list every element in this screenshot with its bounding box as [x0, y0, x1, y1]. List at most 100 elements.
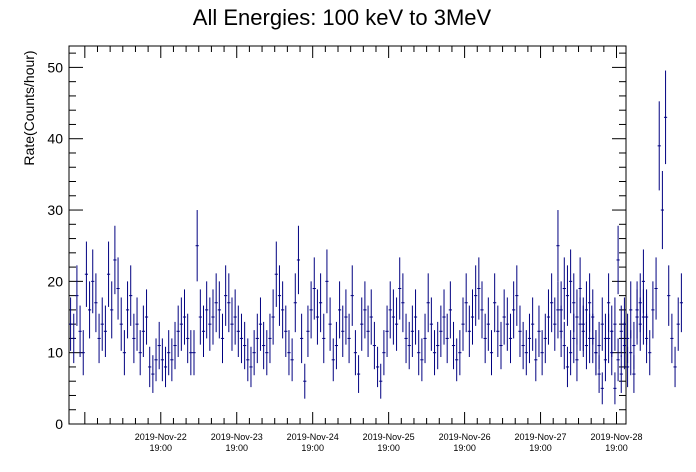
data-point	[179, 297, 183, 351]
x-tick-label-date: 2019-Nov-23	[211, 432, 263, 442]
data-point	[439, 305, 443, 357]
data-point	[157, 321, 161, 370]
data-point	[72, 313, 76, 364]
data-point	[461, 297, 465, 351]
data-point	[113, 225, 117, 295]
data-point	[464, 273, 468, 333]
data-point	[116, 257, 120, 320]
data-point	[363, 281, 367, 339]
data-point	[445, 313, 449, 364]
data-point	[391, 289, 395, 345]
data-point	[660, 170, 664, 250]
data-point	[521, 321, 525, 370]
plot-frame	[68, 45, 627, 425]
data-point	[100, 297, 104, 351]
data-point	[224, 265, 228, 326]
data-point	[467, 305, 471, 357]
data-point	[622, 297, 626, 351]
data-point	[189, 330, 193, 376]
data-point	[258, 297, 263, 351]
data-point	[667, 265, 671, 326]
data-point	[249, 346, 253, 388]
data-point	[303, 363, 307, 399]
data-point	[644, 289, 649, 345]
data-point	[648, 330, 652, 376]
data-point	[211, 289, 215, 345]
y-tick-label: 0	[55, 416, 63, 432]
x-tick-label-date: 2019-Nov-26	[439, 432, 491, 442]
data-point	[106, 241, 111, 307]
data-point	[220, 313, 225, 364]
data-point	[404, 313, 408, 364]
data-point	[512, 281, 516, 339]
data-point	[148, 346, 152, 388]
x-tick-label-time: 19:00	[453, 443, 476, 453]
data-point	[300, 313, 304, 364]
data-point	[309, 281, 313, 339]
x-tick-label-time: 19:00	[150, 443, 173, 453]
data-point	[366, 305, 370, 357]
data-point	[429, 297, 433, 351]
data-point	[91, 249, 95, 314]
data-point	[537, 305, 541, 357]
data-point	[97, 313, 101, 364]
data-point	[641, 249, 645, 314]
data-point	[78, 305, 82, 357]
data-point	[138, 330, 142, 376]
data-point	[312, 257, 316, 320]
x-axis: 2019-Nov-2219:002019-Nov-2319:002019-Nov…	[84, 46, 643, 453]
data-point	[129, 265, 133, 326]
data-point	[534, 338, 538, 382]
data-point	[382, 330, 386, 376]
data-point	[296, 225, 301, 295]
data-point	[182, 289, 187, 345]
data-point	[154, 338, 158, 382]
data-point	[556, 210, 560, 282]
data-point	[423, 313, 427, 364]
data-point	[356, 355, 361, 393]
data-point	[489, 330, 494, 376]
data-point	[69, 297, 73, 351]
data-point	[284, 305, 288, 357]
data-point	[230, 297, 234, 351]
data-point	[322, 313, 326, 364]
data-point	[553, 297, 557, 351]
data-point	[413, 289, 418, 345]
x-tick-label-time: 19:00	[605, 443, 628, 453]
data-point	[265, 330, 269, 376]
data-point	[607, 273, 611, 333]
data-point	[243, 321, 247, 370]
data-point	[569, 330, 573, 376]
data-point	[654, 257, 658, 320]
data-point	[271, 289, 275, 345]
data-point	[119, 297, 123, 351]
data-point	[603, 313, 608, 364]
data-point	[94, 273, 98, 333]
data-point	[518, 305, 522, 357]
data-point	[319, 273, 323, 333]
y-axis-label: Rate(Counts/hour)	[21, 50, 37, 165]
data-point	[426, 273, 430, 333]
data-point	[442, 289, 446, 345]
data-point	[379, 363, 383, 399]
data-point	[420, 338, 424, 382]
data-point	[198, 289, 202, 345]
data-point	[274, 241, 278, 307]
x-tick-label-time: 19:00	[377, 443, 400, 453]
data-point	[125, 281, 130, 339]
data-point	[151, 355, 155, 393]
data-point	[205, 281, 209, 339]
data-point	[493, 273, 497, 333]
data-point	[626, 313, 630, 364]
data-point	[556, 281, 560, 339]
data-point	[588, 313, 592, 364]
data-point	[629, 281, 633, 339]
data-point	[559, 281, 563, 339]
data-point	[562, 257, 566, 320]
data-point	[255, 313, 259, 364]
data-point	[315, 289, 320, 345]
data-point	[455, 338, 459, 382]
data-point	[173, 321, 177, 370]
data-point	[394, 297, 399, 351]
